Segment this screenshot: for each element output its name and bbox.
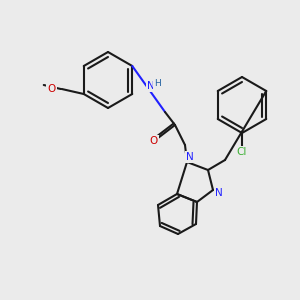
Text: N: N bbox=[147, 81, 154, 91]
Text: Cl: Cl bbox=[237, 147, 247, 157]
Text: H: H bbox=[154, 80, 161, 88]
Text: N: N bbox=[186, 152, 194, 162]
Text: N: N bbox=[215, 188, 223, 198]
Text: O: O bbox=[47, 84, 56, 94]
Text: O: O bbox=[150, 136, 158, 146]
